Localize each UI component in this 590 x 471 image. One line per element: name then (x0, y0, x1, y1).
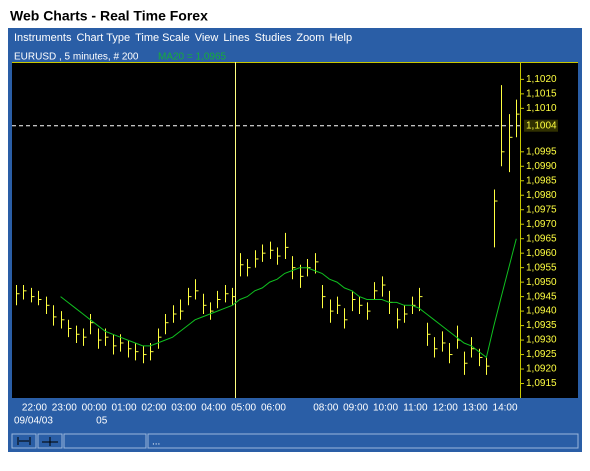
y-tick-label: 1,0935 (526, 320, 557, 331)
y-tick-label: 1,1015 (526, 89, 557, 100)
x-tick-label: 05:00 (231, 403, 256, 414)
x-tick-label: 14:00 (493, 403, 518, 414)
y-tick-label: 1,0925 (526, 349, 557, 360)
button-icon (42, 437, 58, 446)
y-tick-label: 1,0950 (526, 277, 557, 288)
x-tick-label: 23:00 (52, 403, 77, 414)
y-tick-label: 1,0915 (526, 378, 557, 389)
y-tick-label: 1,0985 (526, 175, 557, 186)
y-tick-label: 1,1010 (526, 103, 557, 114)
x-tick-label: 08:00 (313, 403, 338, 414)
status-field (147, 433, 579, 449)
date-label: 09/04/03 (14, 416, 53, 427)
x-tick-label: 02:00 (141, 403, 166, 414)
last-price-label: 1,1004 (526, 120, 557, 131)
y-tick-label: 1,0940 (526, 306, 557, 317)
status-field (63, 433, 147, 449)
x-tick-label: 10:00 (373, 403, 398, 414)
chart-area (12, 62, 578, 398)
y-tick-label: 1,1020 (526, 74, 557, 85)
menu-item[interactable]: Studies (255, 32, 292, 44)
x-tick-label: 06:00 (261, 403, 286, 414)
x-tick-label: 11:00 (403, 403, 428, 414)
y-tick-label: 1,0990 (526, 161, 557, 172)
y-tick-label: 1,0995 (526, 146, 557, 157)
x-tick-label: 03:00 (171, 403, 196, 414)
x-tick-label: 22:00 (22, 403, 47, 414)
button-icon (17, 437, 31, 445)
ma-label: MA20 = 1,0965 (158, 52, 227, 63)
y-tick-label: 1,0965 (526, 233, 557, 244)
menu-item[interactable]: Help (329, 32, 352, 44)
y-tick-label: 1,0920 (526, 364, 557, 375)
y-tick-label: 1,0970 (526, 219, 557, 230)
x-tick-label: 00:00 (82, 403, 107, 414)
menu-bar: Instruments Chart Type Time Scale View Lines… (14, 32, 352, 44)
menu-item[interactable]: Zoom (296, 32, 324, 44)
last-price-box (524, 119, 558, 132)
plot: 1,1020 1,1015 1,1010 1,0995 1,0990 1,0985 1,09… (12, 74, 558, 427)
menu-item[interactable]: View (195, 32, 219, 44)
x-tick-label: 09:00 (343, 403, 368, 414)
menu-item[interactable]: Instruments (14, 32, 72, 44)
instrument-label: EURUSD , 5 minutes, # 200 (14, 52, 139, 63)
window-title: Web Charts - Real Time Forex (10, 8, 208, 24)
x-tick-label: 04:00 (201, 403, 226, 414)
moving-average (60, 238, 517, 359)
x-tick-label: 12:00 (433, 403, 458, 414)
menu-item[interactable]: Time Scale (135, 32, 190, 44)
y-tick-label: 1,0945 (526, 291, 557, 302)
menu-item[interactable]: Chart Type (76, 32, 130, 44)
y-tick-label: 1,0930 (526, 335, 557, 346)
x-tick-label: 13:00 (463, 403, 488, 414)
y-tick-label: 1,0960 (526, 248, 557, 259)
y-tick-label: 1,0955 (526, 262, 557, 273)
date-label: 05 (96, 416, 108, 427)
menu-items: Instruments Chart Type Time Scale View Lines… (14, 32, 352, 44)
menu-item[interactable]: Lines (223, 32, 250, 44)
y-tick-label: 1,0980 (526, 190, 557, 201)
status-text: ... (152, 437, 160, 448)
y-tick-label: 1,0975 (526, 204, 557, 215)
x-tick-label: 01:00 (112, 403, 137, 414)
